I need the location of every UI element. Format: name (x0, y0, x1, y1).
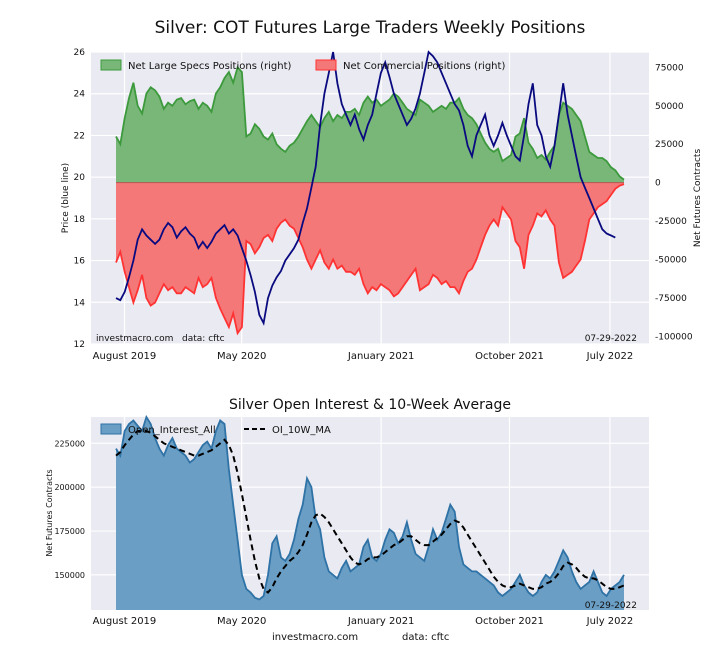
footer-data: data: cftc (402, 632, 449, 643)
chart1-left-tick-label: 22 (74, 131, 85, 141)
legend-label-ma: OI_10W_MA (272, 425, 331, 436)
chart1-title: Silver: COT Futures Large Traders Weekly… (155, 18, 586, 38)
chart1-left-tick-label: 16 (74, 257, 86, 267)
legend-swatch-oi (100, 423, 122, 435)
chart1-x-tick-label: August 2019 (93, 351, 157, 362)
chart1-right-tick-label: 75000 (655, 63, 684, 73)
commercial-line (115, 183, 625, 336)
chart2-title: Silver Open Interest & 10-Week Average (229, 397, 511, 413)
chart2-x-tick-label: January 2021 (347, 616, 415, 627)
chart2-watermark-right: 07-29-2022 (585, 601, 637, 611)
chart1-left-tick-label: 14 (74, 298, 86, 308)
legend-swatch-comm (315, 59, 337, 71)
specs-line (115, 65, 625, 181)
footer-site: investmacro.com (272, 632, 358, 643)
chart2-x-tick-label: October 2021 (475, 616, 544, 627)
chart2-legend: Open_Interest_All OI_10W_MA (100, 423, 331, 436)
legend-label-oi: Open_Interest_All (128, 425, 216, 436)
chart2-x-tick-label: May 2020 (217, 616, 266, 627)
chart1-legend: Net Large Specs Positions (right) Net Co… (100, 59, 505, 72)
chart1-x-tick-label: January 2021 (347, 351, 415, 362)
chart1-x-tick-label: October 2021 (475, 351, 544, 362)
open-interest-area (116, 417, 624, 610)
oi-10w-ma-line (115, 430, 625, 594)
chart1-right-tick-label: -25000 (655, 217, 687, 227)
chart2-left-tick-label: 225000 (54, 439, 85, 448)
chart2-areas (115, 414, 625, 610)
chart1-ylabel-left: Price (blue line) (61, 163, 71, 233)
chart2-left-tick-label: 200000 (54, 483, 85, 492)
chart1-x-tick-label: May 2020 (217, 351, 266, 362)
price-line (115, 50, 616, 326)
chart2-left-tick-label: 150000 (54, 571, 85, 580)
chart2-left-tick-label: 175000 (54, 527, 85, 536)
chart1-x-tick-label: July 2022 (586, 351, 634, 362)
chart1-right-tick-label: 25000 (655, 140, 684, 150)
chart2-ticks: 150000 175000 200000 225000 August 2019 May 2… (54, 439, 633, 627)
chart1-left-tick-label: 24 (74, 90, 86, 100)
chart1-left-tick-label: 20 (74, 173, 86, 183)
legend-label-comm: Net Commercial Positions (right) (343, 61, 505, 72)
chart1-right-tick-label: 0 (655, 179, 661, 189)
legend-swatch-specs (100, 59, 122, 71)
chart1-right-tick-label: -75000 (655, 294, 687, 304)
chart1-left-tick-label: 18 (74, 215, 86, 225)
chart1-right-tick-label: -50000 (655, 255, 687, 265)
chart2-ylabel-left: Net Futures Contracts (45, 469, 54, 556)
chart1-watermark-right: 07-29-2022 (585, 334, 637, 344)
chart1-left-tick-label: 12 (74, 340, 85, 350)
chart1-right-tick-label: 50000 (655, 102, 684, 112)
chart1-left-tick-label: 26 (74, 48, 86, 58)
chart1-right-tick-label: -100000 (655, 332, 693, 342)
chart1-areas (115, 50, 625, 336)
chart1-watermark-left: investmacro.com data: cftc (96, 334, 225, 344)
chart1-ylabel-right: Net Futures Contracts (693, 149, 703, 248)
chart2-x-tick-label: August 2019 (93, 616, 157, 627)
chart2-x-tick-label: July 2022 (586, 616, 634, 627)
legend-label-specs: Net Large Specs Positions (right) (128, 61, 292, 72)
chart1-ticks: 12 14 16 18 20 22 24 26 75000 50000 25000 0 -25000 -5… (74, 48, 693, 362)
